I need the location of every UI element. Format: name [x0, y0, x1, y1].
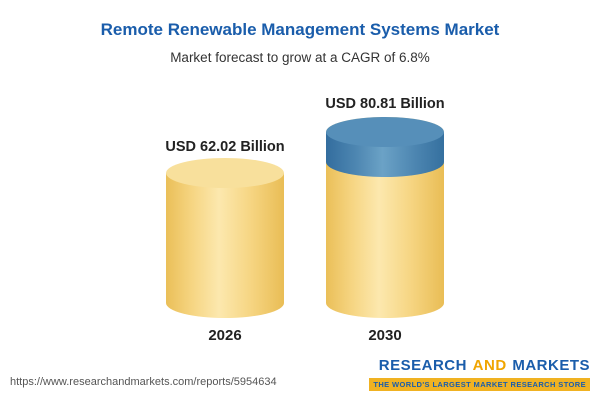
value-label-2026: USD 62.02 Billion [165, 139, 285, 155]
bar-2026-body [166, 173, 284, 318]
bar-2026-top-ellipse [166, 158, 284, 188]
bar-2026-cylinder [166, 158, 284, 318]
growth-segment-top-ellipse [326, 117, 444, 147]
category-label-2030: 2030 [368, 327, 402, 344]
chart-subtitle: Market forecast to grow at a CAGR of 6.8… [170, 50, 430, 65]
bar-2030-cylinder [326, 117, 444, 318]
source-url: https://www.researchandmarkets.com/repor… [10, 376, 277, 388]
chart-title: Remote Renewable Management Systems Mark… [100, 20, 500, 39]
research-and-markets-logo: RESEARCH AND MARKETS THE WORLD'S LARGEST… [369, 357, 590, 392]
value-label-2030: USD 80.81 Billion [325, 96, 445, 112]
bar-2030-growth-segment [326, 117, 444, 177]
logo-word-and: AND [472, 357, 507, 374]
logo-word-markets: MARKETS [512, 357, 590, 374]
logo-word-research: RESEARCH [378, 357, 467, 374]
category-label-2026: 2026 [208, 327, 242, 344]
logo-wordmark: RESEARCH AND MARKETS [369, 357, 590, 374]
logo-tagline: THE WORLD'S LARGEST MARKET RESEARCH STOR… [369, 378, 590, 391]
